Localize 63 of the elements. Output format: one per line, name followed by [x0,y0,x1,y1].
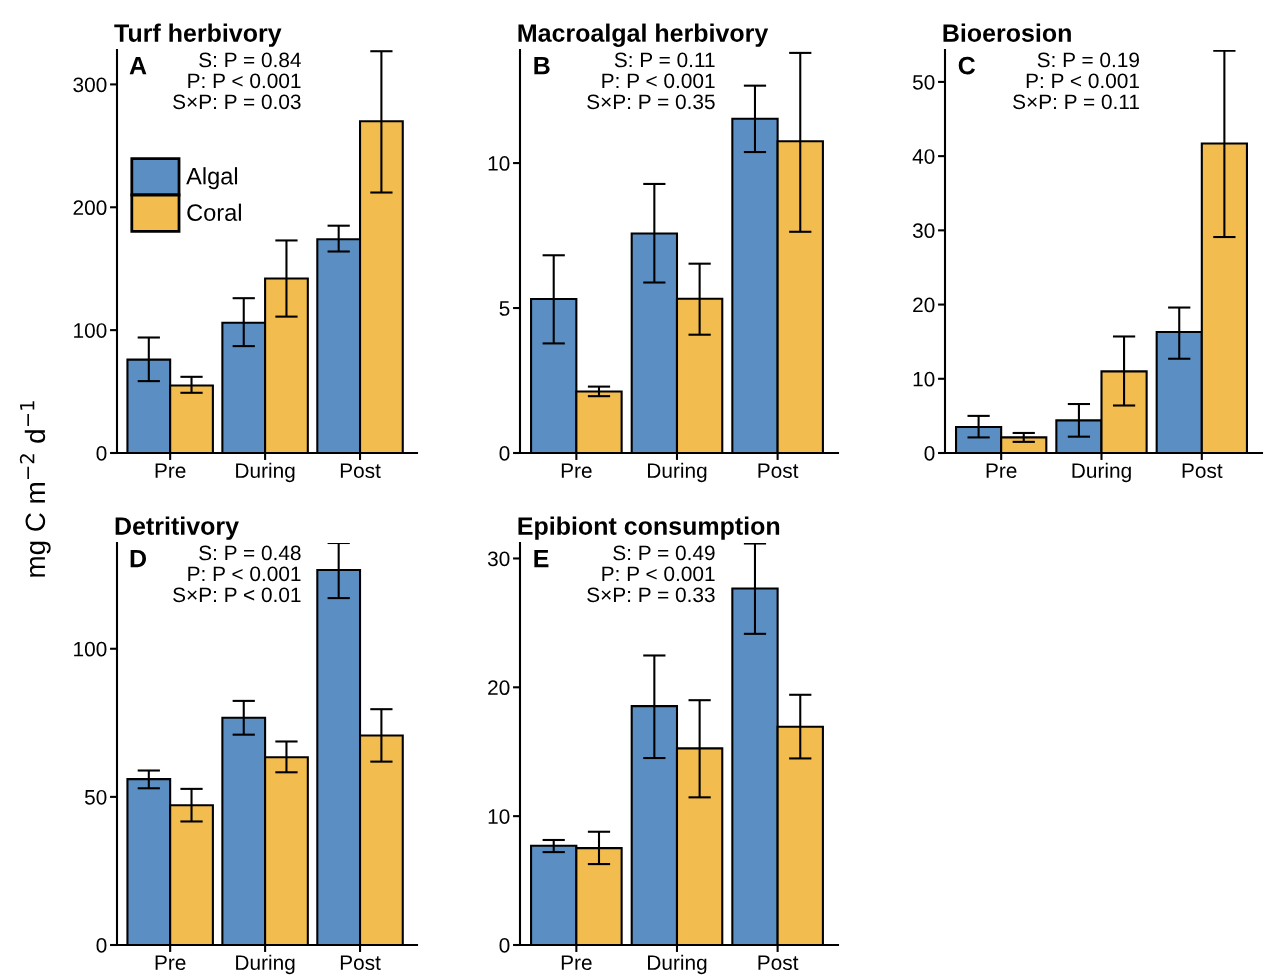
x-tick-label: During [648,462,707,483]
x-tick-label: Post [340,955,381,971]
annotation: S: P = 0.84 [199,52,301,68]
annotation: E [534,549,549,568]
annotation: S×P: P = 0.33 [587,587,715,603]
annotation: S: P = 0.48 [199,545,301,561]
annotation: C [958,56,976,75]
x-tick-label: During [236,462,295,483]
annotation: S×P: P = 0.03 [173,94,301,110]
x-tick-label: Pre [561,463,592,479]
x-tick-label: Pre [561,955,592,971]
y-tick-label: 40 [912,149,935,164]
annotation: D [130,549,146,568]
annotation: P: P < 0.001 [1026,73,1139,89]
legend-label: Algal [186,167,238,190]
y-tick-label: 20 [913,297,935,313]
y-tick-label: 10 [488,156,510,171]
y-tick-label: 50 [84,789,107,805]
y-tick-label: 30 [912,223,935,239]
x-tick-label: Pre [155,463,186,479]
annotation: S: P = 0.11 [614,52,715,68]
annotation: S: P = 0.19 [1037,52,1139,68]
y-tick-label: 10 [913,371,935,387]
x-tick-label: Post [340,463,381,479]
y-tick-label: 5 [499,301,510,316]
chart-title: Turf herbivory [114,23,282,47]
y-tick-label: 20 [488,680,510,696]
annotation: P: P < 0.001 [602,73,715,89]
annotation: S×P: P < 0.01 [173,587,301,603]
x-tick-label: Post [758,955,799,971]
y-tick-label: 100 [74,641,107,657]
y-tick-label: 0 [96,446,107,461]
y-tick-label: 0 [924,446,935,461]
y-tick-label: 200 [73,200,107,216]
x-tick-label: Post [1182,463,1223,479]
y-tick-label: 30 [487,551,510,567]
annotation: B [534,56,550,75]
y-tick-label: 0 [96,938,107,953]
y-tick-label: 0 [499,938,510,953]
annotation: S: P = 0.49 [613,545,715,561]
chart-title: Epibiont consumption [518,516,780,540]
legend-label: Coral [187,203,241,221]
chart-title: Macroalgal herbivory [518,23,769,47]
y-tick-label: 100 [74,323,107,338]
annotation: S×P: P = 0.35 [587,94,715,110]
y-tick-label: 0 [499,446,510,461]
x-tick-label: Post [758,463,799,479]
annotation: P: P < 0.001 [188,566,301,582]
annotation: P: P < 0.001 [188,73,301,89]
y-tick-label: 10 [488,809,510,824]
x-tick-label: During [648,954,707,975]
x-tick-label: Pre [155,955,186,971]
annotation: P: P < 0.001 [602,566,715,582]
annotation: S×P: P = 0.11 [1013,94,1139,110]
x-tick-label: During [1072,462,1131,483]
chart-title: Detritivory [115,516,239,540]
chart-title: Bioerosion [943,23,1071,42]
annotation: A [129,56,147,75]
y-tick-label: 50 [912,74,935,90]
y-axis-title: mg C m$^{−2}$ d$^{−1}$ [19,401,51,577]
x-tick-label: Pre [986,463,1017,479]
y-tick-label: 300 [73,77,107,93]
x-tick-label: During [236,954,295,975]
